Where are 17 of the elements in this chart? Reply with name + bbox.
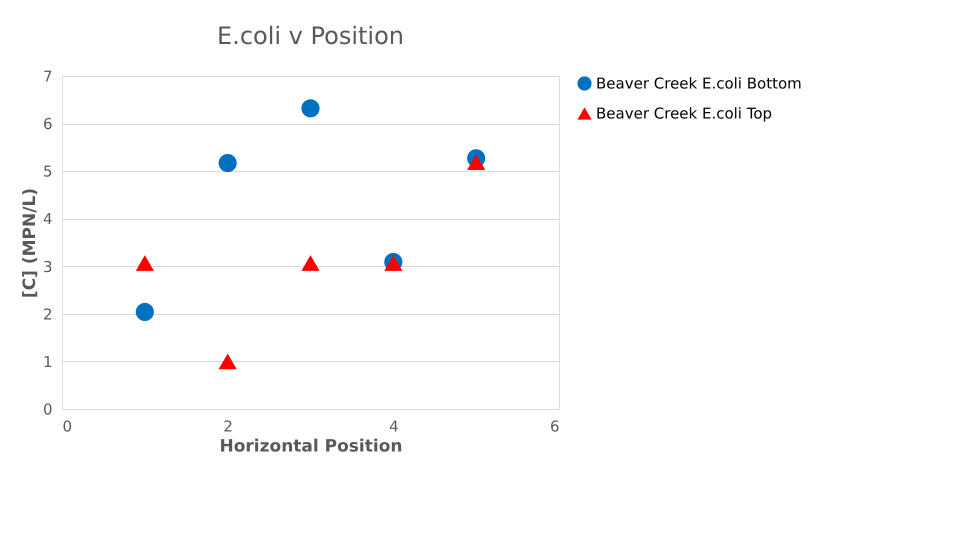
y-tick-label: 2	[42, 305, 52, 324]
y-axis-title: [C] (MPN/L)	[20, 188, 40, 298]
x-tick-label: 2	[223, 418, 233, 436]
x-tick-label: 6	[550, 418, 560, 436]
y-tick-label: 1	[42, 352, 52, 371]
x-tick-label: 4	[389, 418, 399, 436]
chart-title: E.coli v Position	[217, 22, 404, 50]
y-tick-label: 6	[42, 115, 52, 134]
legend-label: Beaver Creek E.coli Bottom	[596, 74, 802, 92]
x-tick-label: 0	[62, 418, 72, 436]
y-tick-label: 7	[42, 68, 52, 86]
y-tick-label: 5	[42, 162, 52, 181]
legend-label: Beaver Creek E.coli Top	[596, 104, 772, 122]
y-tick-label: 3	[42, 258, 52, 276]
y-tick-label: 0	[42, 400, 52, 418]
y-tick-label: 4	[42, 210, 52, 228]
x-axis-title: Horizontal Position	[220, 436, 402, 456]
